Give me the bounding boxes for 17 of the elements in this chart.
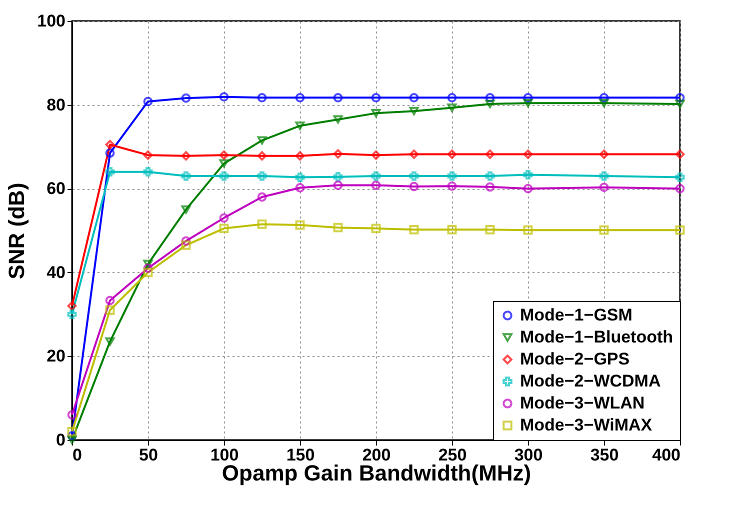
y-tick-label: 100 bbox=[37, 12, 66, 30]
y-axis-title: SNR (dB) bbox=[4, 182, 30, 280]
legend-label: Mode−3−WiMAX bbox=[520, 416, 653, 434]
legend-label: Mode−2−GPS bbox=[520, 350, 630, 368]
x-tick-label: 400 bbox=[652, 446, 680, 464]
y-tick-label: 60 bbox=[46, 179, 66, 198]
legend-label: Mode−2−WCDMA bbox=[520, 372, 661, 390]
x-tick-label: 50 bbox=[139, 446, 158, 464]
y-tick-label: 80 bbox=[46, 95, 66, 114]
legend-label: Mode−3−WLAN bbox=[520, 394, 645, 412]
y-tick-label: 0 bbox=[56, 430, 66, 450]
legend-label: Mode−1−GSM bbox=[520, 306, 632, 324]
y-tick-label: 20 bbox=[46, 346, 66, 366]
x-tick-label: 0 bbox=[72, 446, 82, 464]
x-tick-label: 350 bbox=[590, 446, 619, 464]
legend-label: Mode−1−Bluetooth bbox=[520, 328, 674, 346]
y-tick-label: 40 bbox=[46, 262, 66, 282]
